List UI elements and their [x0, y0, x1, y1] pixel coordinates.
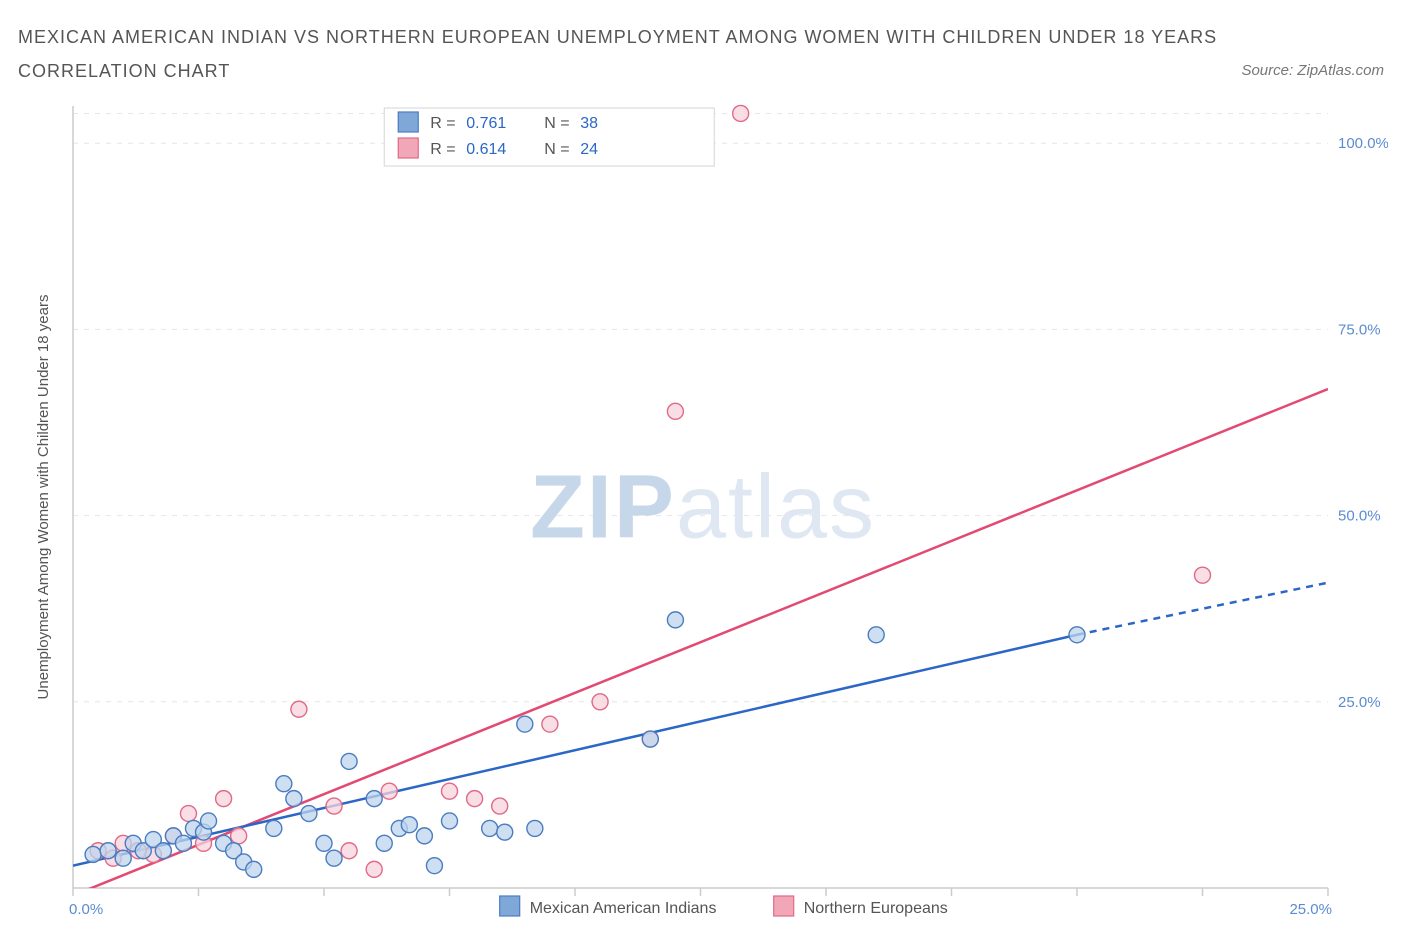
point-series1: [155, 843, 171, 859]
point-series1: [497, 824, 513, 840]
point-series1: [100, 843, 116, 859]
legend-swatch: [500, 896, 520, 916]
point-series1: [667, 612, 683, 628]
svg-text:R =: R =: [430, 141, 455, 158]
svg-text:0.614: 0.614: [466, 141, 506, 158]
point-series2: [231, 828, 247, 844]
point-series1: [401, 817, 417, 833]
svg-text:R =: R =: [430, 115, 455, 132]
point-series2: [492, 798, 508, 814]
point-series1: [642, 731, 658, 747]
point-series1: [316, 835, 332, 851]
point-series2: [366, 861, 382, 877]
legend-swatch: [398, 112, 418, 132]
title-line-2: CORRELATION CHART: [18, 54, 1217, 88]
chart-svg: Unemployment Among Women with Children U…: [18, 98, 1388, 918]
legend-swatch: [398, 138, 418, 158]
point-series1: [246, 861, 262, 877]
point-series2: [180, 806, 196, 822]
svg-text:0.761: 0.761: [466, 115, 506, 132]
correlation-legend: R = 0.761 N = 38 R = 0.614 N = 24: [384, 108, 714, 166]
point-series1: [266, 820, 282, 836]
point-series1: [115, 850, 131, 866]
point-series1: [1069, 627, 1085, 643]
point-series1: [442, 813, 458, 829]
point-series1: [416, 828, 432, 844]
point-series1: [517, 716, 533, 732]
correlation-chart: ZIPatlas Unemployment Among Women with C…: [18, 98, 1388, 918]
point-series1: [482, 820, 498, 836]
point-series1: [426, 858, 442, 874]
x-tick-label: 0.0%: [69, 901, 103, 918]
title-block: MEXICAN AMERICAN INDIAN VS NORTHERN EURO…: [18, 20, 1217, 88]
trend-line: [73, 389, 1328, 895]
point-series2: [467, 791, 483, 807]
point-series1: [376, 835, 392, 851]
point-series2: [291, 701, 307, 717]
legend-label: Mexican American Indians: [530, 900, 717, 917]
point-series2: [733, 105, 749, 121]
point-series1: [286, 791, 302, 807]
point-series1: [868, 627, 884, 643]
y-tick-label: 100.0%: [1338, 135, 1388, 152]
x-tick-label: 25.0%: [1289, 901, 1332, 918]
y-tick-label: 75.0%: [1338, 321, 1381, 338]
svg-text:38: 38: [580, 115, 598, 132]
point-series2: [1195, 567, 1211, 583]
y-tick-label: 25.0%: [1338, 694, 1381, 711]
point-series2: [341, 843, 357, 859]
svg-text:N =: N =: [544, 115, 569, 132]
point-series2: [442, 783, 458, 799]
point-series1: [301, 806, 317, 822]
point-series2: [216, 791, 232, 807]
point-series1: [326, 850, 342, 866]
svg-text:N =: N =: [544, 141, 569, 158]
point-series1: [527, 820, 543, 836]
point-series2: [592, 694, 608, 710]
y-tick-label: 50.0%: [1338, 508, 1381, 525]
point-series1: [276, 776, 292, 792]
point-series1: [201, 813, 217, 829]
point-series1: [85, 846, 101, 862]
point-series2: [381, 783, 397, 799]
point-series2: [667, 403, 683, 419]
svg-text:24: 24: [580, 141, 598, 158]
point-series2: [542, 716, 558, 732]
source-attribution: Source: ZipAtlas.com: [1241, 62, 1384, 79]
point-series1: [366, 791, 382, 807]
y-axis-label: Unemployment Among Women with Children U…: [35, 295, 52, 700]
point-series1: [175, 835, 191, 851]
title-line-1: MEXICAN AMERICAN INDIAN VS NORTHERN EURO…: [18, 20, 1217, 54]
legend-label: Northern Europeans: [804, 900, 948, 917]
point-series1: [341, 753, 357, 769]
point-series2: [326, 798, 342, 814]
trend-line: [73, 635, 1077, 866]
trend-line-dashed: [1077, 583, 1328, 635]
legend-swatch: [774, 896, 794, 916]
